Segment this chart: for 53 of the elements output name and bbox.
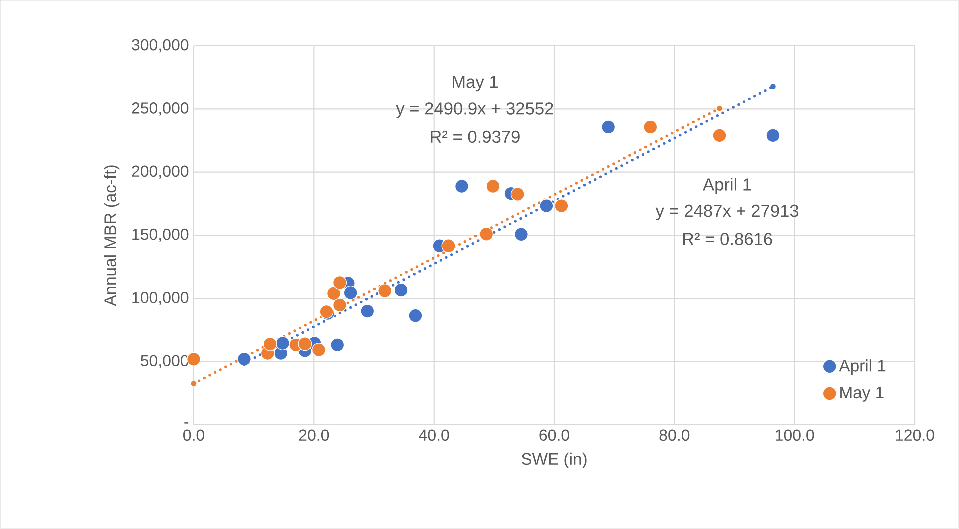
x-tick-label: 0.0: [184, 430, 205, 442]
annotation: R² = 0.8616: [683, 233, 772, 246]
point: [454, 179, 469, 194]
point: [394, 283, 408, 298]
point: [378, 284, 392, 298]
point: [712, 128, 727, 143]
point: [540, 199, 554, 214]
annotation: April 1: [703, 178, 752, 194]
x-tick-label: 100.0: [776, 430, 814, 442]
point: [263, 337, 278, 352]
point: [187, 352, 202, 366]
legend-label: May 1: [840, 386, 884, 402]
point: [327, 286, 341, 301]
point: [298, 337, 312, 352]
annotation: R² = 0.9379: [431, 130, 520, 144]
point: [333, 276, 348, 290]
x-tick-label: 80.0: [660, 430, 690, 442]
x-tick-label: 120.0: [896, 430, 934, 442]
point: [770, 84, 776, 90]
point: [408, 308, 423, 323]
point: [276, 336, 290, 351]
x-tick-label: 40.0: [419, 430, 450, 442]
annotation: y = 2490.9x + 32552: [396, 102, 554, 118]
y-tick-label: -: [184, 422, 189, 424]
y-tick-label: 100,000: [132, 292, 189, 306]
point: [644, 120, 658, 134]
point: [510, 187, 525, 202]
point: [442, 239, 456, 254]
point: [554, 199, 569, 214]
y-tick-label: 200,000: [132, 166, 189, 179]
point: [514, 228, 528, 242]
x-tick-label: 20.0: [299, 430, 330, 442]
point: [486, 179, 500, 194]
x-axis-title: SWE (in): [522, 452, 587, 468]
point: [330, 338, 345, 352]
point: [717, 106, 722, 112]
y-tick-label: 300,000: [132, 39, 189, 53]
point: [766, 128, 780, 143]
point: [191, 381, 197, 386]
y-tick-label: 50,000: [141, 355, 189, 368]
x-tick-label: 60.0: [540, 430, 570, 442]
annotation: y = 2487x + 27913: [656, 204, 799, 221]
point: [344, 286, 358, 300]
legend-label: April 1: [839, 360, 886, 376]
y-axis-title: Annual MBR (ac-ft): [104, 166, 120, 306]
point: [602, 120, 616, 134]
point: [360, 304, 375, 318]
y-tick-label: 150,000: [132, 228, 189, 242]
point: [480, 227, 494, 242]
point: [333, 298, 348, 312]
annotation: May 1: [453, 76, 498, 92]
y-tick-label: 250,000: [132, 102, 189, 116]
point: [312, 343, 326, 358]
